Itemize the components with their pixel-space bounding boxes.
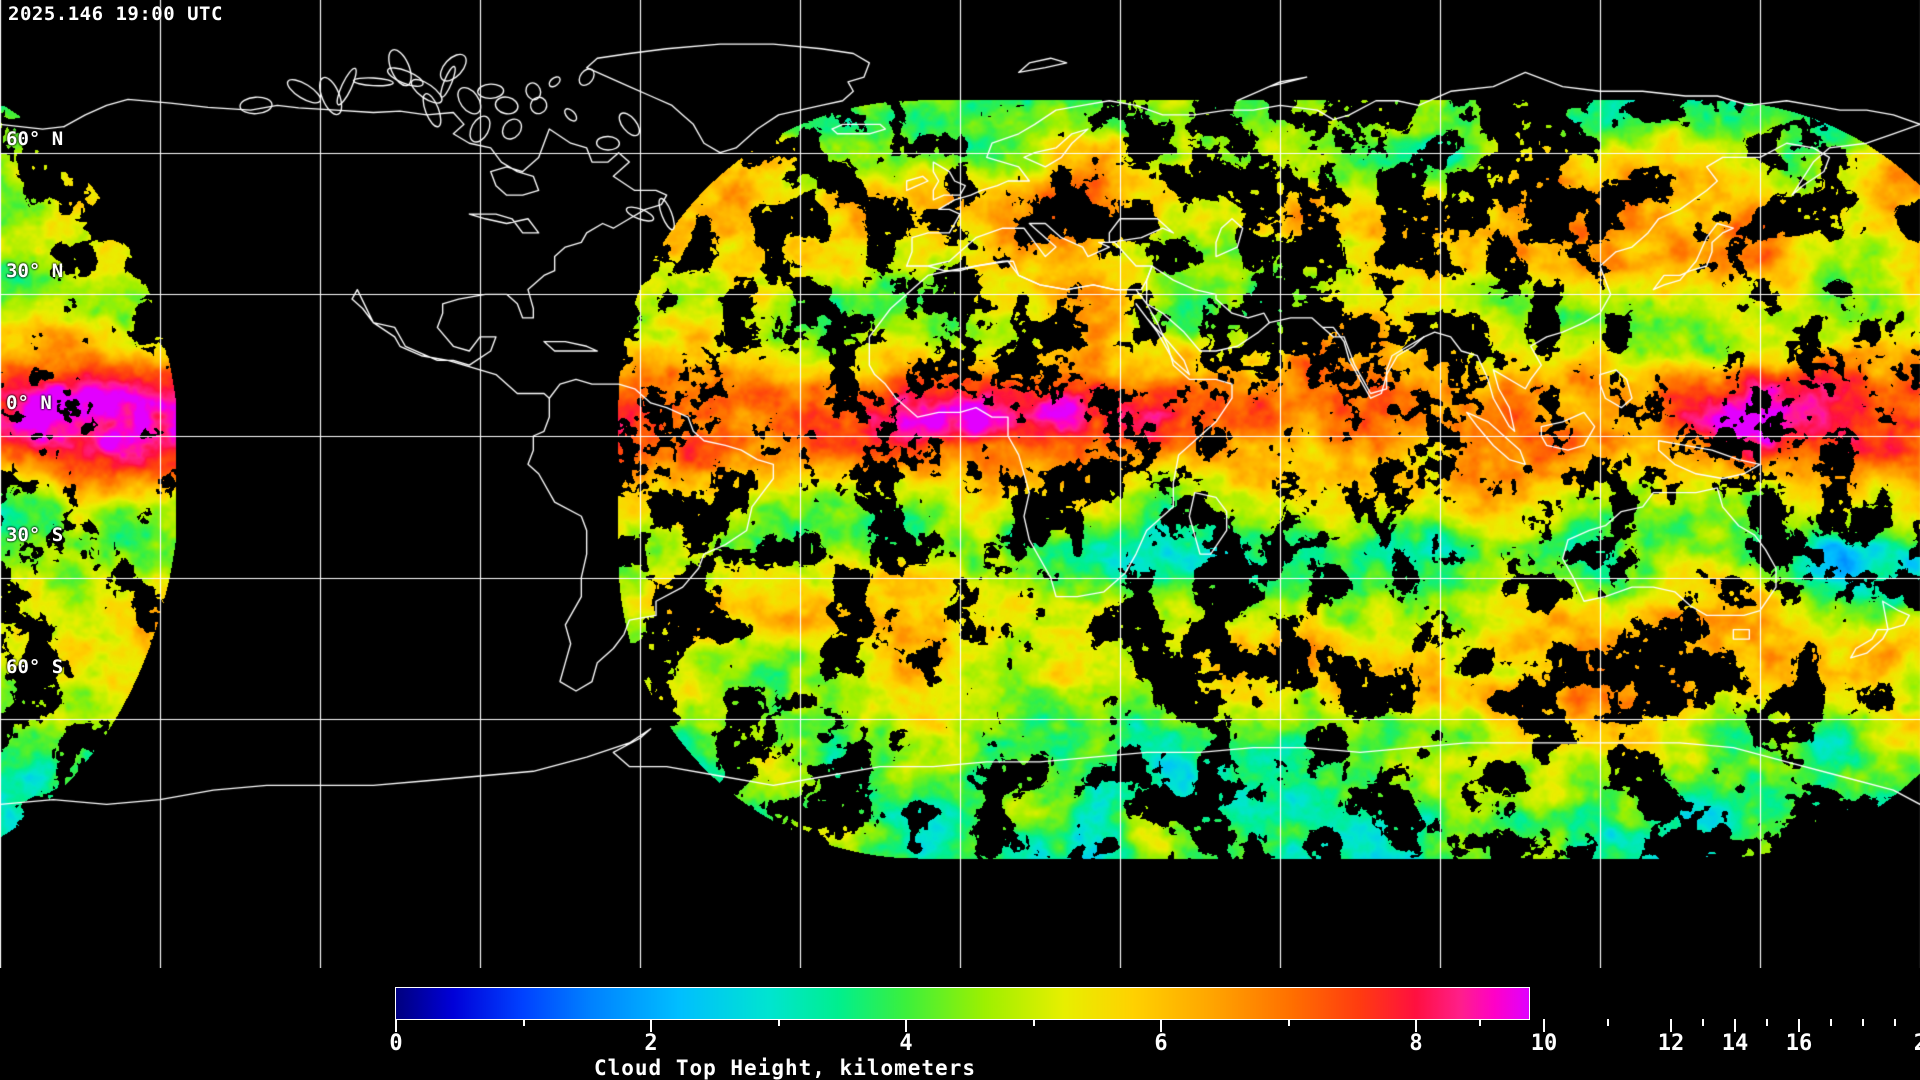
colorbar-major-tick: [1798, 1019, 1800, 1032]
colorbar-major-tick: [905, 1019, 907, 1032]
colorbar-minor-tick: [1033, 1019, 1035, 1026]
colorbar-major-tick: [1734, 1019, 1736, 1032]
colorbar-tick-label: 8: [1409, 1031, 1423, 1056]
colorbar-title: Cloud Top Height, kilometers: [593, 1056, 976, 1080]
colorbar-minor-tick: [1288, 1019, 1290, 1026]
colorbar-tick-label: 4: [899, 1031, 913, 1056]
colorbar-minor-tick: [1702, 1019, 1704, 1026]
colorbar-tick-label: 20: [1914, 1032, 1920, 1056]
colorbar-major-tick: [1670, 1019, 1672, 1032]
colorbar-block: 0 2 4 6 8 10 12 14 16 20 Cloud Top Height, kilome…: [0, 968, 1920, 1080]
colorbar-tick-label: 10: [1530, 1031, 1558, 1056]
colorbar-minor-tick: [1479, 1019, 1481, 1026]
timestamp-label: 2025.146 19:00 UTC: [8, 3, 223, 25]
colorbar-tick-label: 0: [389, 1031, 403, 1056]
colorbar-major-tick: [1160, 1019, 1162, 1032]
colorbar-minor-tick: [1862, 1019, 1864, 1026]
latitude-label-60n: 60° N: [6, 128, 64, 150]
colorbar-tick-label: 16: [1785, 1031, 1813, 1056]
colorbar-major-tick: [1415, 1019, 1417, 1032]
colorbar-gradient: [396, 988, 1529, 1019]
colorbar-tick-label: 6: [1154, 1031, 1168, 1056]
latitude-label-60s: 60° S: [6, 656, 64, 678]
colorbar-minor-tick: [778, 1019, 780, 1026]
colorbar-major-tick: [395, 1019, 397, 1032]
latitude-label-30n: 30° N: [6, 260, 64, 282]
latitude-label-30s: 30° S: [6, 524, 64, 546]
colorbar-minor-tick: [1766, 1019, 1768, 1026]
colorbar-tick-labels: 0 2 4 6 8 10 12 14 16 20: [0, 1032, 1920, 1058]
latitude-label-0: 0° N: [6, 392, 52, 414]
colorbar-major-tick: [1543, 1019, 1545, 1032]
colorbar-minor-tick: [523, 1019, 525, 1026]
colorbar-minor-tick: [1607, 1019, 1609, 1026]
colorbar-tick-label: 12: [1657, 1031, 1685, 1056]
map-region[interactable]: 2025.146 19:00 UTC 60° N 30° N 0° N 30° …: [0, 0, 1920, 968]
colorbar-major-tick: [650, 1019, 652, 1032]
colorbar-swatch[interactable]: [395, 987, 1530, 1020]
satellite-map-canvas[interactable]: [0, 0, 1920, 968]
colorbar-tick-label: 14: [1721, 1031, 1749, 1056]
colorbar-tick-label: 2: [644, 1031, 658, 1056]
colorbar-ticks: [395, 1019, 1896, 1033]
colorbar-minor-tick: [1894, 1019, 1896, 1026]
colorbar-minor-tick: [1830, 1019, 1832, 1026]
